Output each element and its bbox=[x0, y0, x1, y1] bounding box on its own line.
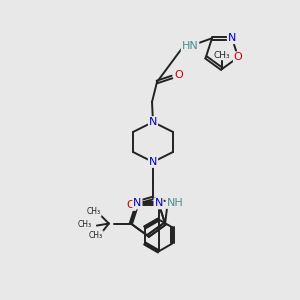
Text: N: N bbox=[149, 117, 157, 127]
Text: CH₃: CH₃ bbox=[78, 220, 92, 229]
Text: N: N bbox=[133, 198, 142, 208]
Text: O: O bbox=[127, 200, 135, 210]
Text: N: N bbox=[149, 157, 157, 167]
Text: CH₃: CH₃ bbox=[89, 231, 103, 240]
Text: CH₃: CH₃ bbox=[87, 207, 101, 216]
Text: CH₃: CH₃ bbox=[214, 50, 230, 59]
Text: HN: HN bbox=[182, 41, 198, 51]
Text: N: N bbox=[154, 198, 163, 208]
Text: O: O bbox=[175, 70, 183, 80]
Text: O: O bbox=[234, 52, 242, 62]
Text: NH: NH bbox=[167, 198, 183, 208]
Text: N: N bbox=[228, 33, 236, 43]
